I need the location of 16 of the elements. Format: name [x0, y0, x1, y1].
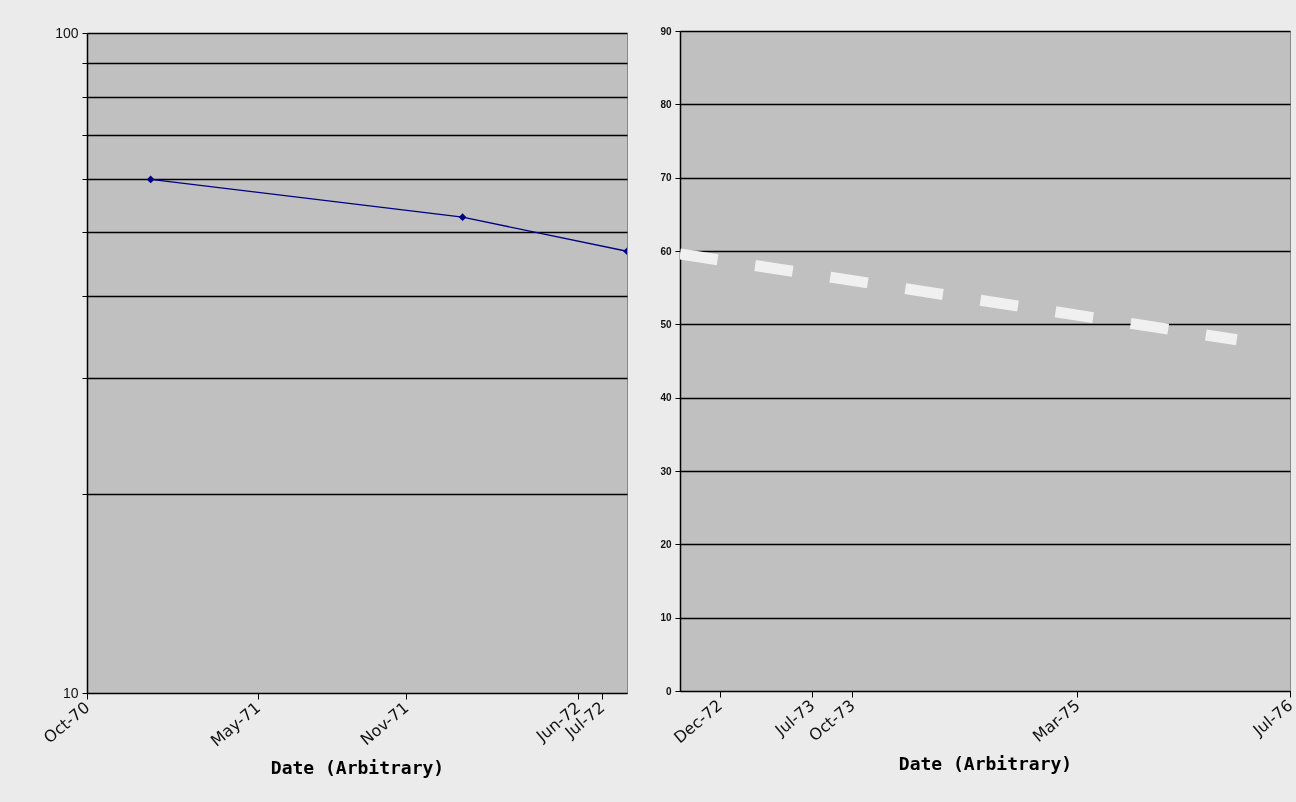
- y-tick-label: 90: [660, 25, 672, 37]
- y-tick-label: 50: [660, 318, 672, 330]
- point: [146, 175, 155, 184]
- y-tick-label: 10: [62, 684, 79, 701]
- y-tick-label: 100: [55, 24, 79, 41]
- x-axis-title: Date (Arbitrary): [898, 753, 1073, 775]
- point: [458, 213, 467, 222]
- y-tick-label: 0: [665, 685, 672, 697]
- y-tick-label: 40: [660, 392, 672, 404]
- y-tick-label: 70: [660, 172, 672, 184]
- y-tick-label: 10: [660, 612, 672, 624]
- y-tick-label: 60: [660, 245, 672, 257]
- x-axis-title: Date (Arbitrary): [270, 756, 445, 778]
- y-tick-label: 20: [660, 538, 672, 550]
- y-tick-label: 30: [660, 465, 672, 477]
- y-tick-label: 80: [660, 98, 672, 110]
